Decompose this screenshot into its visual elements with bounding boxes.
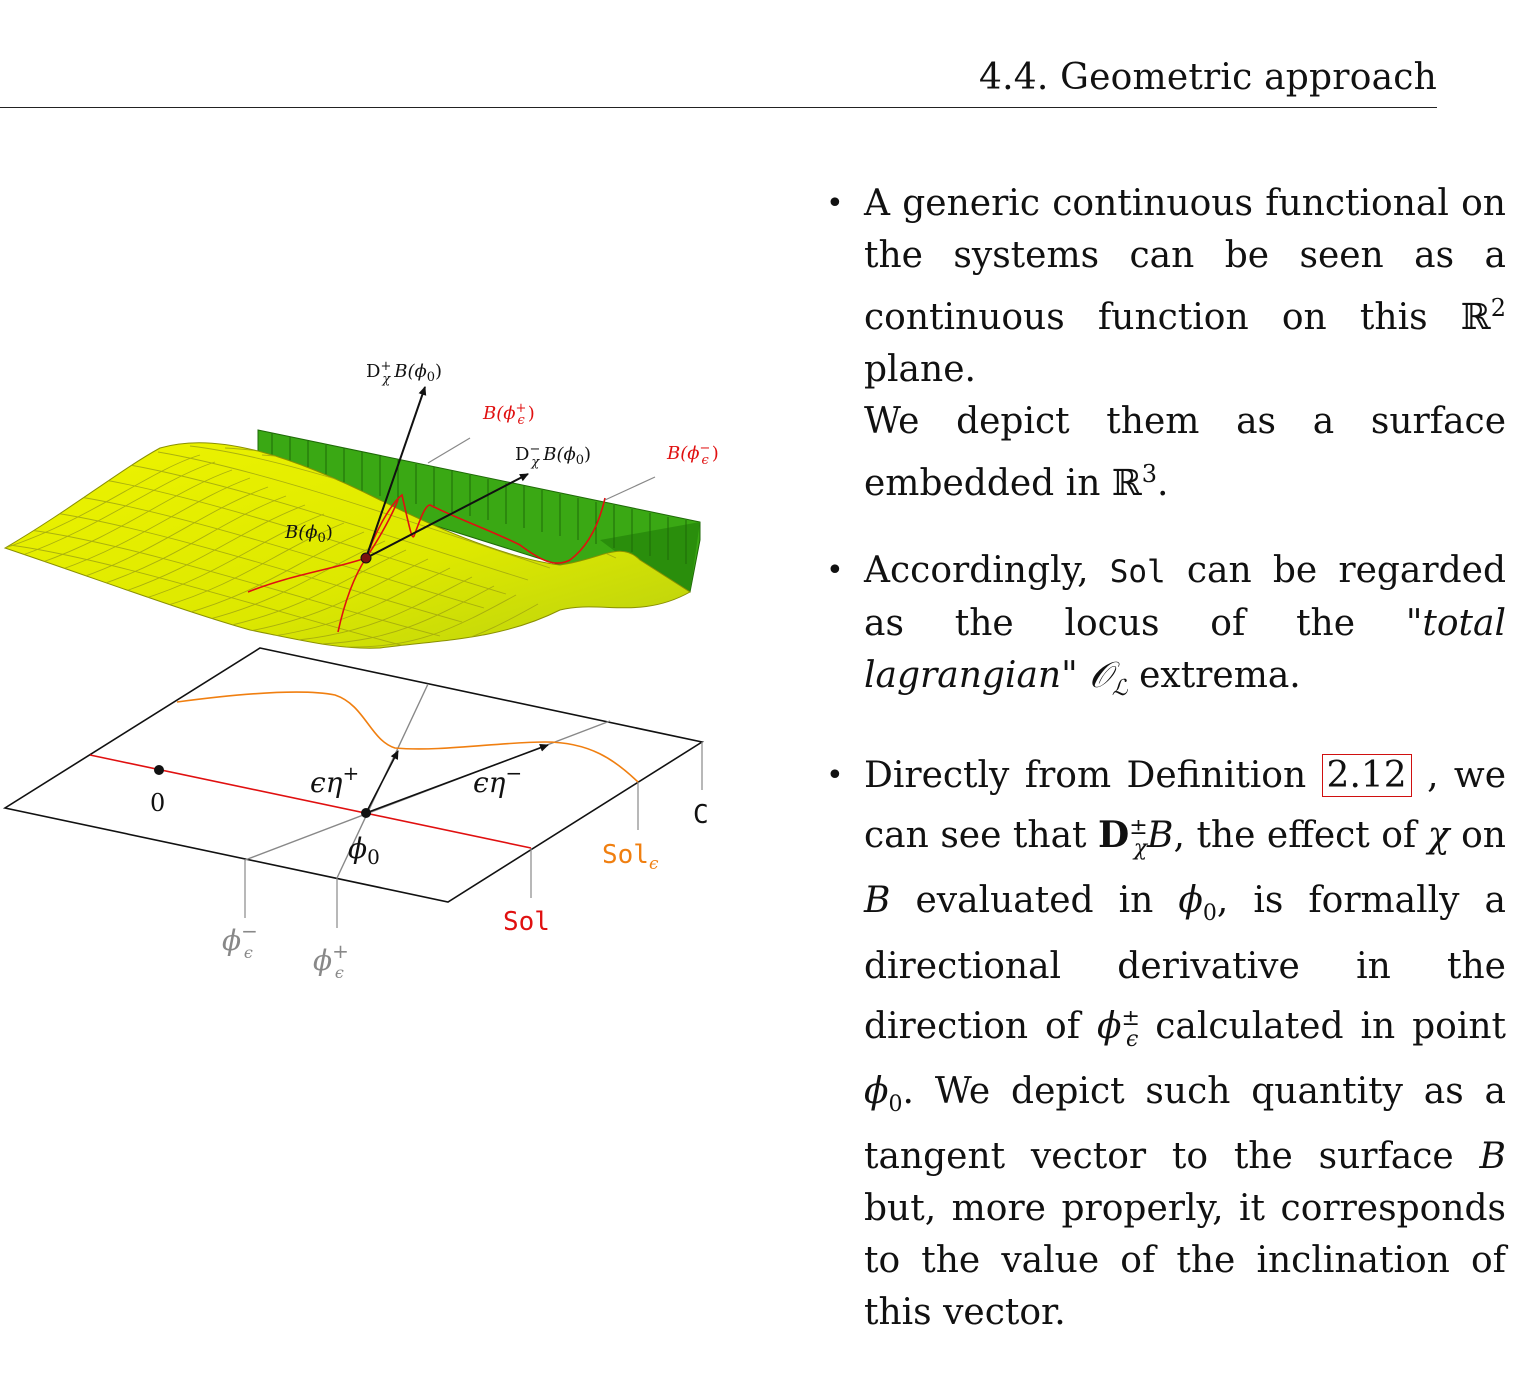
bullet-dot: •	[826, 186, 844, 221]
geometric-figure: D+ χ B(ϕ0) D− χ B(ϕ0) B(ϕ0) B(ϕ+ ϵ) B(ϕ− ϵ)	[2, 359, 719, 982]
label-c: C	[693, 800, 709, 830]
label-zero: 0	[150, 789, 165, 817]
label-b-phi0: B(ϕ0)	[284, 522, 333, 546]
functional-surface	[3, 442, 691, 649]
bullet-2-text: Accordingly, Sol can be regarded as the …	[864, 550, 1506, 702]
label-dplus: D+ χ B(ϕ0)	[366, 359, 442, 387]
label-phi-plus: ϕ+ ϵ	[313, 939, 349, 982]
bullet-1-text: A generic continuous functional on the s…	[864, 183, 1506, 390]
configuration-plane	[2, 647, 705, 928]
label-dminus: D− χ B(ϕ0)	[515, 442, 591, 470]
bullet-item-1: • A generic continuous functional on the…	[826, 178, 1506, 510]
label-eps-eta-plus: ϵη+	[310, 761, 359, 799]
label-b-phi-plus: B(ϕ+ ϵ)	[482, 401, 535, 428]
label-phi-minus: ϕ− ϵ	[222, 919, 258, 962]
bullet-list: • A generic continuous functional on the…	[826, 178, 1506, 1374]
label-sol-eps: Solϵ	[602, 840, 659, 874]
label-phi0: ϕ0	[348, 832, 380, 869]
sol-eps-curve	[176, 691, 639, 783]
bullet-3-text: Directly from Definition 2.12 , we can s…	[864, 754, 1507, 1333]
bullet-item-3: • Directly from Definition 2.12 , we can…	[826, 750, 1506, 1339]
label-eps-eta-minus: ϵη−	[473, 761, 522, 799]
bullet-dot: •	[826, 758, 844, 794]
bullet-1-text-2: We depict them as a surface embedded in …	[864, 401, 1506, 504]
page-header: 4.4. Geometric approach	[0, 55, 1437, 108]
label-b-phi-minus: B(ϕ− ϵ)	[666, 441, 719, 468]
definition-reference-link[interactable]: 2.12	[1321, 754, 1412, 798]
bullet-dot: •	[826, 553, 844, 588]
label-sol: Sol	[503, 907, 550, 937]
bullet-item-2: • Accordingly, Sol can be regarded as th…	[826, 545, 1506, 715]
section-title: 4.4. Geometric approach	[979, 57, 1437, 98]
tangent-vectors	[360, 386, 529, 564]
